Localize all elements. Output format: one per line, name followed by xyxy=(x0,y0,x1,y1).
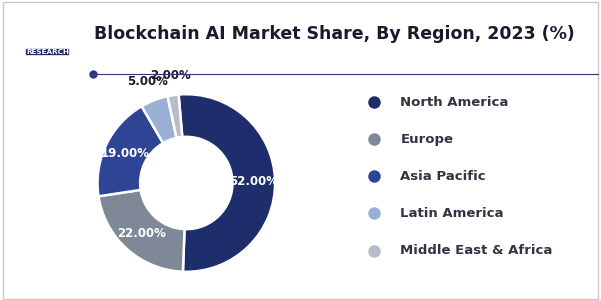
Text: 2.00%: 2.00% xyxy=(150,69,191,82)
Wedge shape xyxy=(168,94,182,138)
Text: 5.00%: 5.00% xyxy=(127,76,168,88)
Text: 19.00%: 19.00% xyxy=(101,147,150,160)
Text: Blockchain AI Market Share, By Region, 2023 (%): Blockchain AI Market Share, By Region, 2… xyxy=(94,25,575,43)
Text: 22.00%: 22.00% xyxy=(117,227,166,240)
Text: Europe: Europe xyxy=(400,133,453,146)
Text: 52.00%: 52.00% xyxy=(229,175,278,188)
Text: RESEARCH: RESEARCH xyxy=(26,49,69,55)
Wedge shape xyxy=(97,106,163,196)
Wedge shape xyxy=(178,94,275,272)
Text: North America: North America xyxy=(400,96,508,109)
Wedge shape xyxy=(142,96,177,143)
Wedge shape xyxy=(99,190,185,272)
Text: Latin America: Latin America xyxy=(400,207,504,220)
Text: PRECEDENCE: PRECEDENCE xyxy=(21,27,75,33)
Text: Middle East & Africa: Middle East & Africa xyxy=(400,244,553,257)
Text: Asia Pacific: Asia Pacific xyxy=(400,170,486,183)
